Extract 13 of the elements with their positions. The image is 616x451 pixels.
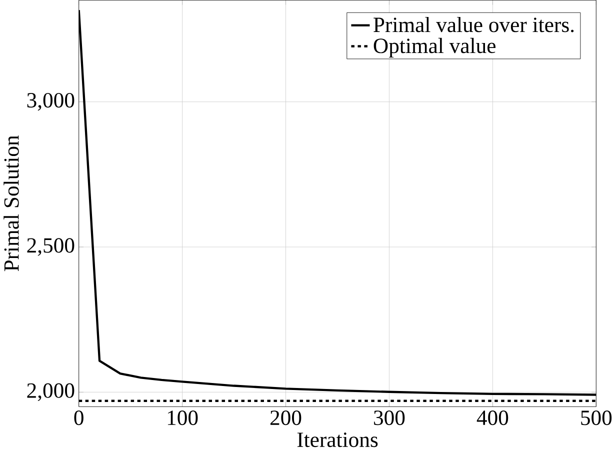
- x-tick-label: 200: [270, 410, 302, 426]
- legend-label: Primal value over iters.: [374, 17, 574, 32]
- x-axis-title: Iterations: [297, 432, 378, 448]
- x-tick-label: 400: [476, 410, 508, 426]
- y-axis-title: Primal Solution: [4, 136, 19, 272]
- x-tick-label: 300: [374, 410, 405, 426]
- x-tick-label: 0: [74, 410, 84, 426]
- y-tick-label: 2,500: [27, 238, 74, 256]
- y-tick-label: 3,000: [27, 93, 74, 111]
- x-tick-label: 100: [168, 410, 198, 426]
- x-tick-label: 500: [581, 410, 612, 426]
- y-tick-label: 2,000: [27, 383, 74, 402]
- legend-label: Optimal value: [374, 38, 496, 58]
